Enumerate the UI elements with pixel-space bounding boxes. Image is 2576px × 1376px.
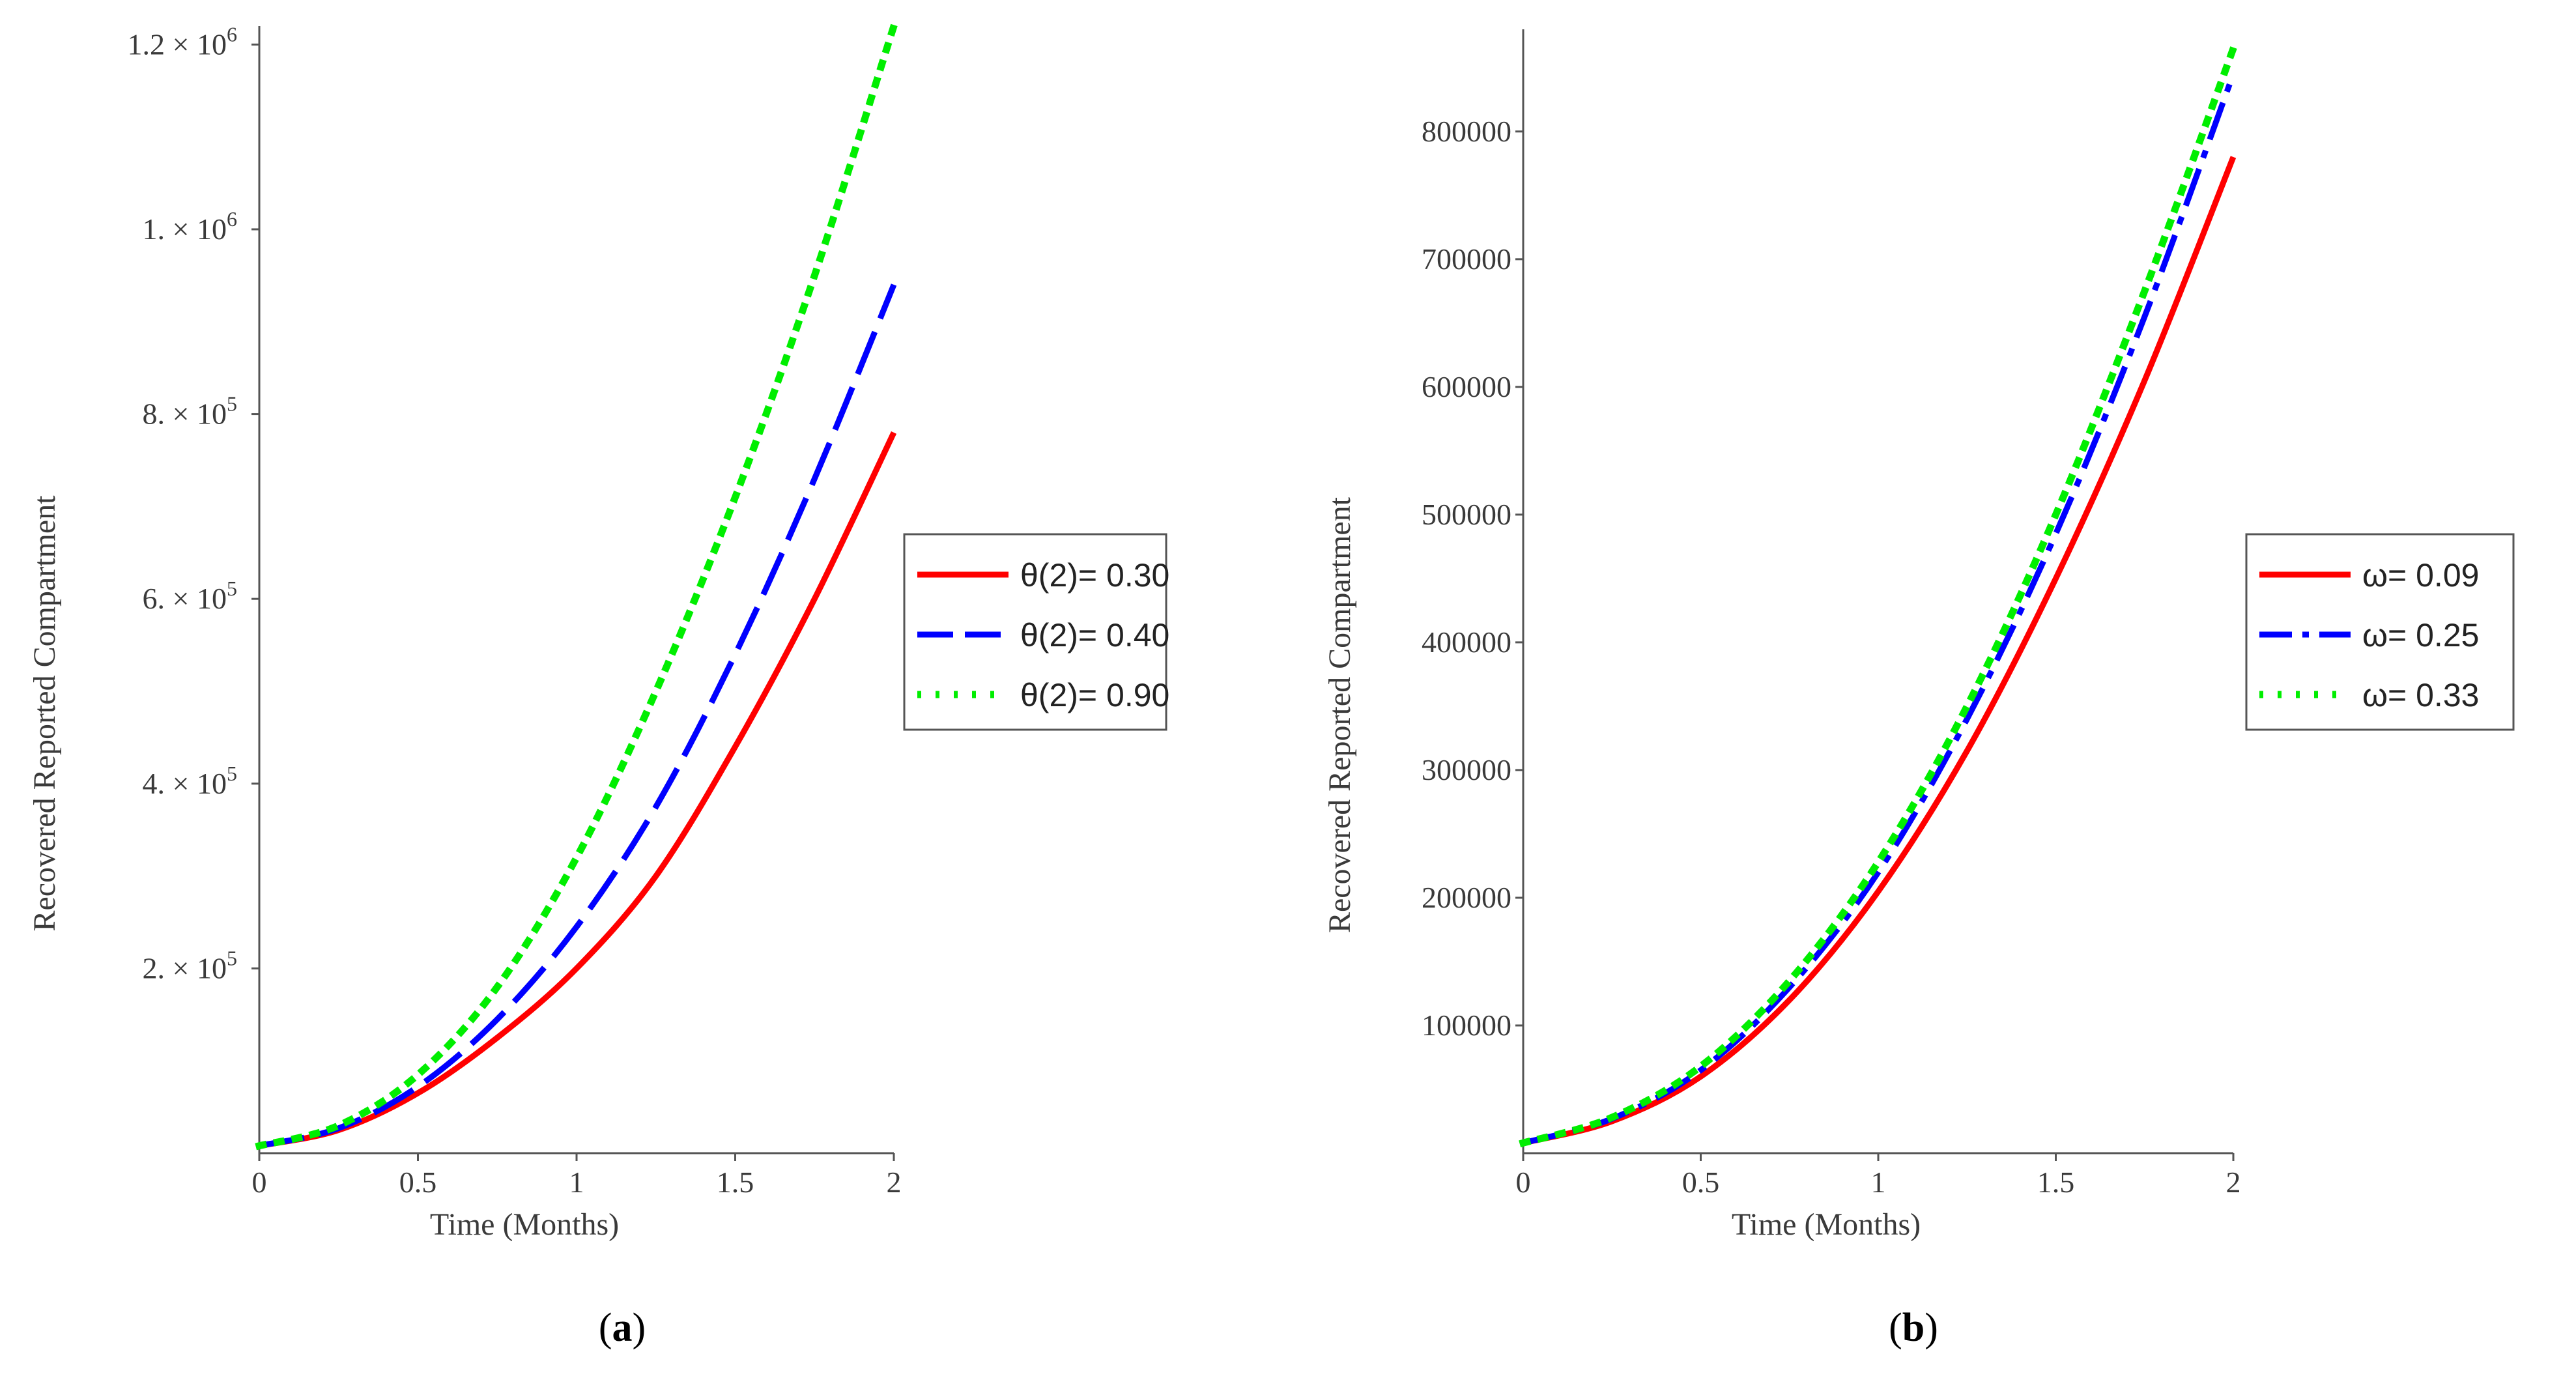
y-tick-label: 600000	[1422, 370, 1511, 403]
y-tick-label: 8. × 105	[143, 392, 237, 431]
series-line-2	[259, 283, 897, 1149]
y-tick-label: 4. × 105	[143, 762, 237, 800]
y-tick-label: 500000	[1422, 498, 1511, 531]
series-line-3	[255, 22, 898, 1151]
legend-entry-2: ω= 0.25	[2362, 617, 2479, 653]
y-tick-label: 700000	[1422, 242, 1511, 276]
legend-entry-3: ω= 0.33	[2362, 677, 2479, 713]
y-axis-label: Recovered Reported Compartment	[1323, 496, 1357, 933]
y-tick-label: 2. × 105	[143, 946, 237, 984]
chart-panel-a: 0 0.5 1 1.5 2 2. × 105 4. × 105 6. × 105 8. × 10…	[27, 22, 1169, 1350]
y-axis-label: Recovered Reported Compartment	[27, 495, 62, 932]
y-tick-label: 800000	[1422, 115, 1511, 148]
y-tick-label: 1. × 106	[143, 207, 237, 246]
x-tick-label: 1	[569, 1166, 584, 1199]
x-tick-label: 1.5	[2037, 1166, 2075, 1199]
legend: ω= 0.09 ω= 0.25 ω= 0.33	[2245, 533, 2515, 731]
series-line-2	[1522, 73, 2237, 1146]
panel-label: (b)	[1889, 1306, 1938, 1350]
legend: θ(2)= 0.30 θ(2)= 0.40 θ(2)= 0.90	[903, 533, 1169, 731]
x-axis-label: Time (Months)	[430, 1207, 619, 1242]
x-tick-label: 2	[2226, 1166, 2241, 1199]
x-tick-label: 2	[887, 1166, 902, 1199]
y-tick-label: 400000	[1422, 625, 1511, 659]
series-line-1	[1522, 156, 2237, 1146]
series-line-1	[259, 431, 897, 1149]
x-tick-label: 0	[1516, 1166, 1531, 1199]
x-tick-label: 0.5	[1682, 1166, 1720, 1199]
legend-entry-1: θ(2)= 0.30	[1020, 557, 1169, 594]
legend-entry-1: ω= 0.09	[2362, 557, 2479, 594]
y-tick-label: 200000	[1422, 881, 1511, 914]
legend-entry-2: θ(2)= 0.40	[1020, 617, 1169, 653]
legend-entry-3: θ(2)= 0.90	[1020, 677, 1169, 713]
y-tick-label: 100000	[1422, 1009, 1511, 1042]
x-tick-label: 1	[1871, 1166, 1886, 1199]
series-line-3	[1519, 44, 2239, 1148]
y-tick-label: 1.2 × 106	[128, 22, 237, 61]
x-tick-label: 0	[252, 1166, 267, 1199]
chart-panel-b: 0 0.5 1 1.5 2 100000 200000 300000 400000 500000 6…	[1323, 29, 2515, 1350]
y-tick-label: 6. × 105	[143, 577, 237, 615]
panel-label: (a)	[599, 1306, 646, 1350]
y-tick-label: 300000	[1422, 753, 1511, 786]
x-tick-label: 1.5	[717, 1166, 754, 1199]
x-axis-label: Time (Months)	[1732, 1207, 1921, 1242]
x-tick-label: 0.5	[399, 1166, 437, 1199]
